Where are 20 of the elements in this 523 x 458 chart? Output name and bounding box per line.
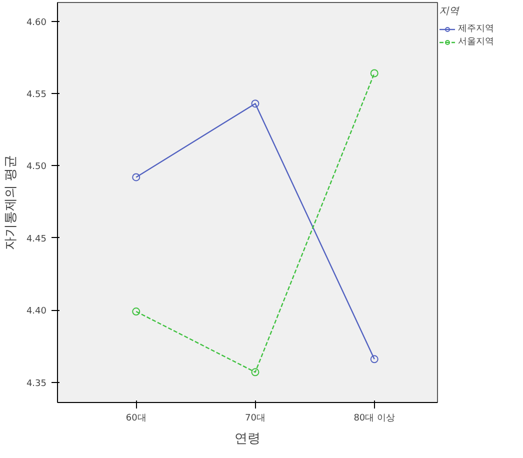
- point: [132, 173, 140, 182]
- y-axis-title: 자기통제의 평균: [3, 154, 18, 250]
- point: [251, 100, 260, 108]
- y-tick-label: 4.55: [26, 90, 47, 100]
- y-tick-label: 4.45: [26, 234, 47, 244]
- point: [370, 69, 378, 78]
- x-tick-label: 60대: [126, 414, 146, 424]
- legend-label: 서울지역: [458, 36, 494, 48]
- x-tick-label: 70대: [245, 414, 266, 424]
- legend-label: 제주지역: [458, 23, 494, 35]
- point: [251, 368, 260, 376]
- legend-title: 지역: [439, 5, 460, 18]
- x-axis-title: 연령: [234, 432, 260, 446]
- x-tick-label: 80대 이상: [354, 414, 396, 424]
- point: [132, 308, 140, 316]
- y-tick-label: 4.50: [26, 162, 47, 172]
- point: [370, 355, 378, 364]
- y-tick-label: 4.35: [26, 378, 47, 389]
- y-tick-label: 4.40: [26, 306, 47, 317]
- y-tick-label: 4.60: [26, 18, 47, 28]
